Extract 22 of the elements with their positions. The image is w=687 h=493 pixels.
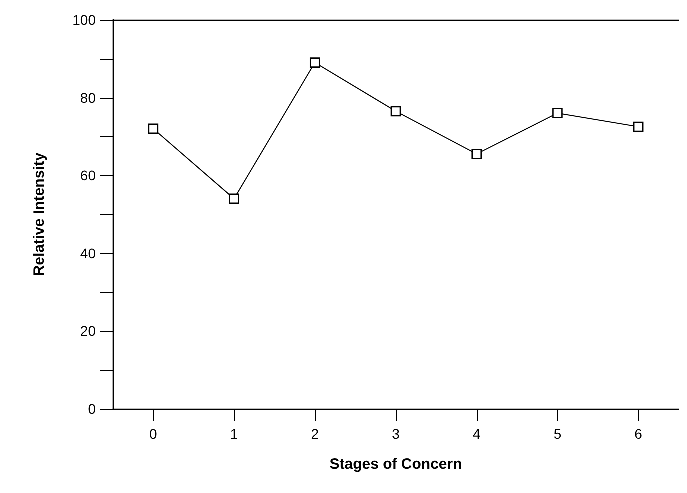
x-tick-label: 1 xyxy=(230,426,238,442)
y-tick-label: 60 xyxy=(80,168,96,184)
x-tick-label: 0 xyxy=(150,426,158,442)
x-tick-label: 2 xyxy=(311,426,320,442)
x-tick-label: 5 xyxy=(554,426,562,442)
y-tick-label: 0 xyxy=(88,401,96,417)
point xyxy=(148,124,159,134)
x-tick-label: 3 xyxy=(392,426,400,442)
y-tick-label: 40 xyxy=(80,245,96,262)
point xyxy=(310,58,320,68)
point xyxy=(633,122,644,132)
y-tick-label: 100 xyxy=(72,12,96,28)
point xyxy=(552,108,563,119)
point xyxy=(390,106,402,117)
x-tick-label: 6 xyxy=(634,426,643,442)
point xyxy=(472,149,482,160)
y-tick-label: 80 xyxy=(80,90,96,106)
x-tick-label: 4 xyxy=(472,426,481,442)
y-axis-title: Relative Intensity xyxy=(31,152,48,276)
x-axis-title: Stages of Concern xyxy=(330,456,462,473)
y-tick-label: 20 xyxy=(80,323,96,340)
point xyxy=(229,194,240,204)
